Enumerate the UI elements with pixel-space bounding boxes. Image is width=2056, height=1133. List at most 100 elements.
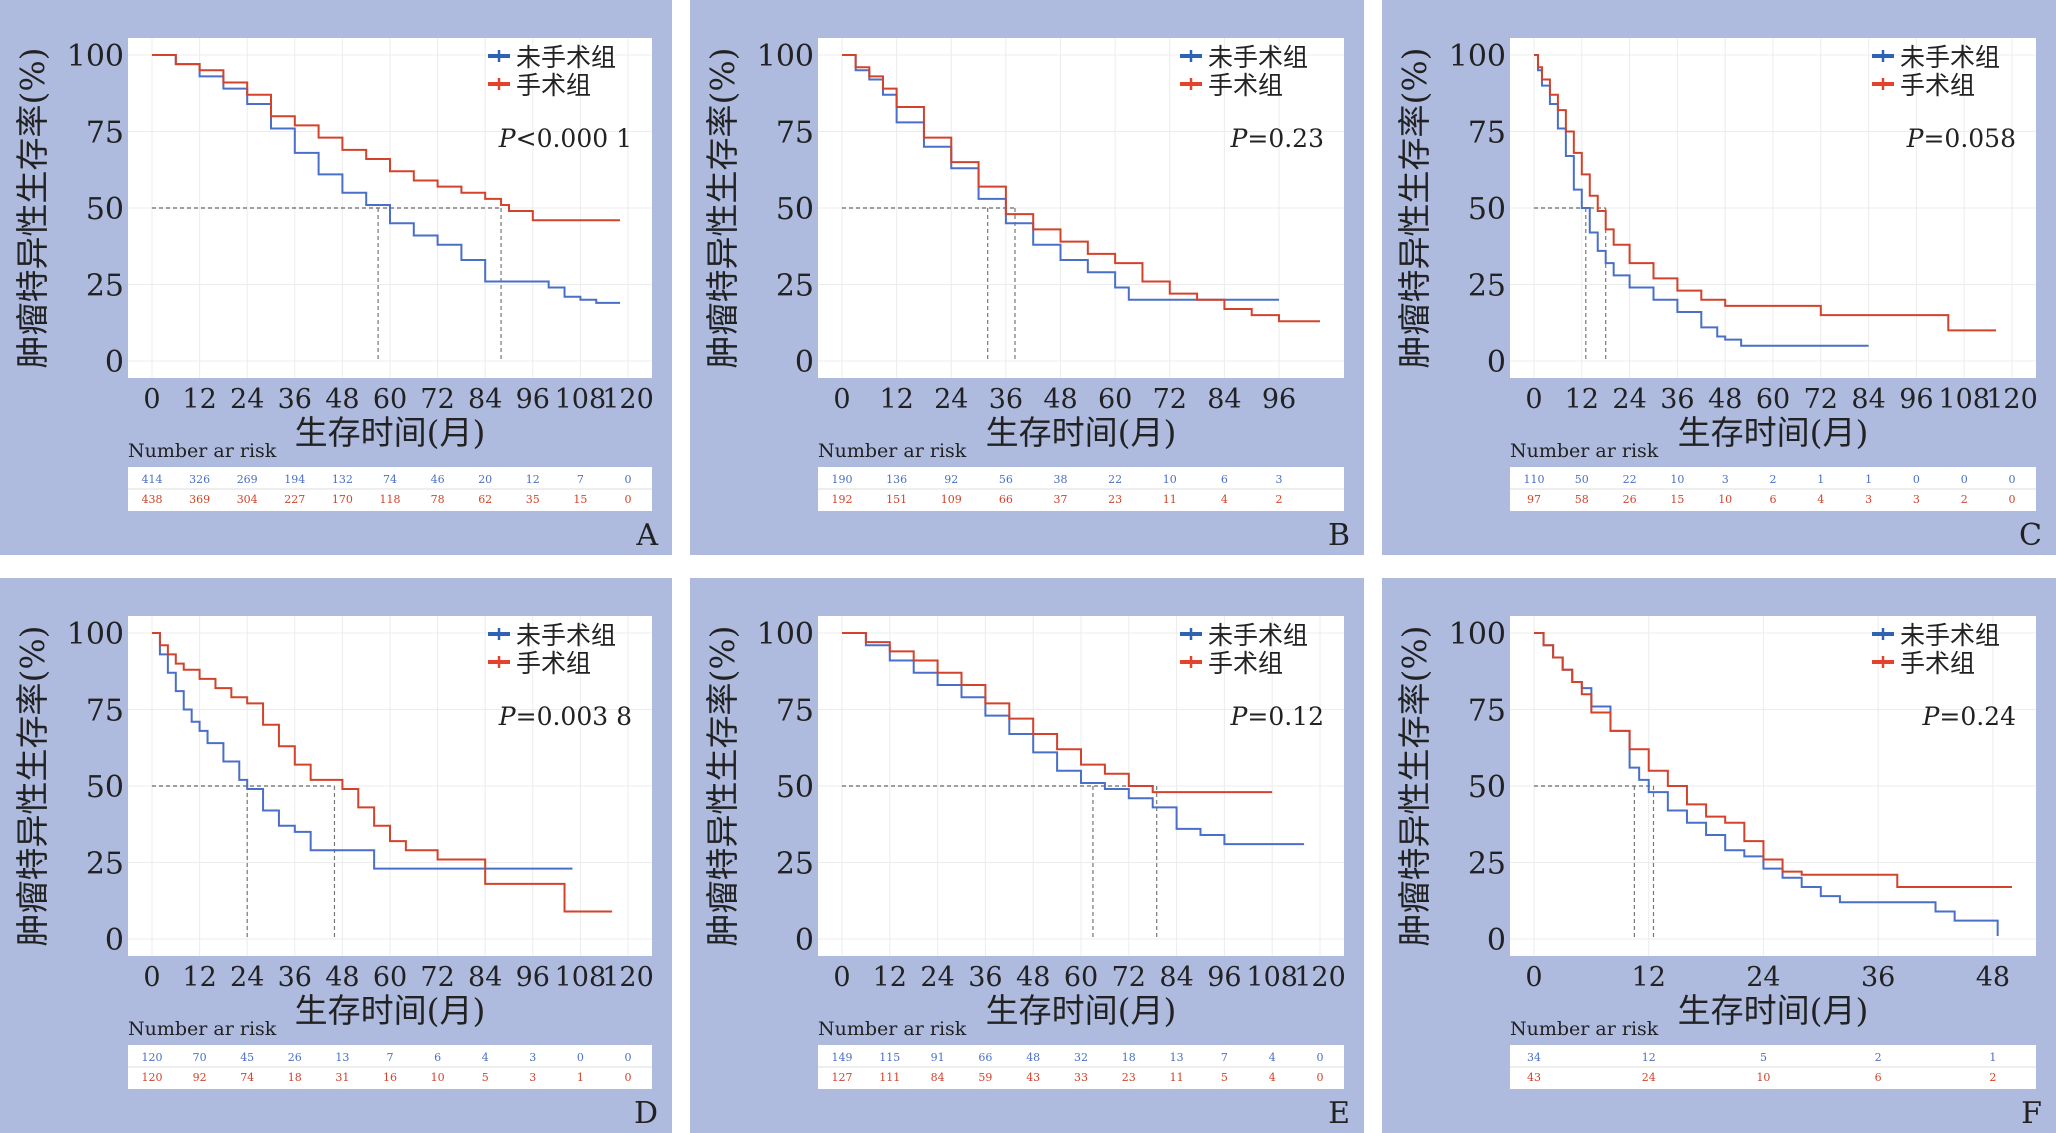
risk-table-cell: 11 (1170, 1071, 1184, 1084)
x-tick-label: 96 (516, 962, 550, 993)
y-tick-label: 100 (757, 39, 814, 74)
y-tick-label: 25 (1468, 269, 1506, 304)
risk-table-cell: 304 (237, 493, 258, 506)
legend-label: 未手术组 (1900, 621, 2000, 650)
y-tick-label: 100 (67, 39, 124, 74)
risk-table-cell: 74 (240, 1071, 254, 1084)
risk-table-cell: 1 (577, 1071, 584, 1084)
risk-table-cell: 3 (1276, 473, 1283, 486)
risk-table-cell: 66 (999, 493, 1013, 506)
x-tick-label: 60 (1064, 962, 1098, 993)
risk-table-cell: 74 (383, 473, 397, 486)
risk-table-cell: 7 (577, 473, 584, 486)
x-tick-label: 84 (1851, 384, 1885, 415)
y-tick-label: 50 (1468, 770, 1506, 805)
panel-letter: C (2019, 518, 2042, 553)
x-tick-label: 96 (1899, 384, 1933, 415)
x-tick-label: 36 (1660, 384, 1694, 415)
series-line-surgery (152, 54, 621, 222)
series-line-nonsurgery (152, 54, 621, 304)
risk-table-cell: 1 (1865, 473, 1872, 486)
y-tick-label: 0 (1487, 923, 1506, 958)
panel-letter: A (635, 518, 658, 553)
x-tick-label: 108 (1246, 962, 1298, 993)
x-tick-label: 48 (1976, 962, 2010, 993)
legend-label: 未手术组 (1900, 43, 2000, 72)
panel-letter: B (1328, 518, 1350, 553)
risk-table-cell: 0 (2009, 473, 2016, 486)
p-value: P<0.000 1 (498, 124, 632, 153)
risk-table-cell: 438 (142, 493, 163, 506)
x-tick-label: 24 (1746, 962, 1780, 993)
risk-table-cell: 7 (1221, 1051, 1228, 1064)
risk-table-cell: 2 (1961, 493, 1968, 506)
p-value: P=0.058 (1906, 124, 2016, 153)
risk-table-cell: 110 (1524, 473, 1545, 486)
p-value: P=0.12 (1230, 702, 1324, 731)
series-line-surgery (842, 54, 1320, 323)
x-tick-label: 120 (602, 962, 654, 993)
risk-table-cell: 92 (944, 473, 958, 486)
risk-table-cell: 10 (1756, 1071, 1770, 1084)
x-tick-label: 0 (833, 384, 850, 415)
x-tick-label: 60 (373, 384, 407, 415)
risk-table-cell: 78 (431, 493, 445, 506)
y-tick-label: 100 (1449, 39, 1506, 74)
x-tick-label: 24 (1612, 384, 1646, 415)
x-tick-label: 36 (968, 962, 1002, 993)
risk-table-cell: 33 (1074, 1071, 1088, 1084)
risk-table-cell: 23 (1122, 1071, 1136, 1084)
risk-table-cell: 3 (529, 1051, 536, 1064)
series-line-surgery (842, 632, 1273, 794)
x-tick-label: 84 (468, 384, 502, 415)
x-tick-label: 12 (1565, 384, 1599, 415)
p-value: P=0.23 (1230, 124, 1324, 153)
risk-table-cell: 0 (1317, 1051, 1324, 1064)
risk-table-cell: 26 (1623, 493, 1637, 506)
y-tick-label: 25 (776, 847, 814, 882)
risk-table-cell: 2 (1989, 1071, 1996, 1084)
risk-table-cell: 0 (1317, 1071, 1324, 1084)
legend-label: 手术组 (516, 649, 591, 678)
x-axis-label: 生存时间(月) (1678, 991, 1869, 1030)
risk-table-cell: 6 (1770, 493, 1777, 506)
risk-table-cell: 0 (2009, 493, 2016, 506)
risk-table-cell: 120 (142, 1051, 163, 1064)
risk-table-cell: 3 (1722, 473, 1729, 486)
risk-table-cell: 0 (1913, 473, 1920, 486)
risk-table-cell: 0 (625, 1051, 632, 1064)
x-tick-label: 12 (182, 962, 216, 993)
risk-table-cell: 13 (1170, 1051, 1184, 1064)
x-tick-label: 48 (1708, 384, 1742, 415)
x-tick-label: 36 (278, 384, 312, 415)
risk-table-title: Number ar risk (1510, 1018, 1659, 1040)
x-tick-label: 72 (420, 962, 454, 993)
x-tick-label: 24 (920, 962, 954, 993)
series-line-nonsurgery (842, 632, 1305, 846)
x-tick-label: 84 (1159, 962, 1193, 993)
risk-table-cell: 109 (941, 493, 962, 506)
x-tick-label: 48 (1016, 962, 1050, 993)
risk-table-cell: 170 (332, 493, 353, 506)
risk-table-cell: 6 (1875, 1071, 1882, 1084)
risk-table-cell: 18 (1122, 1051, 1136, 1064)
x-tick-label: 0 (1525, 962, 1542, 993)
risk-table-cell: 62 (478, 493, 492, 506)
risk-table-cell: 5 (1760, 1051, 1767, 1064)
y-tick-label: 0 (1487, 345, 1506, 380)
y-tick-label: 50 (86, 192, 124, 227)
risk-table-cell: 127 (832, 1071, 853, 1084)
x-tick-label: 60 (1098, 384, 1132, 415)
risk-table-cell: 4 (1817, 493, 1824, 506)
risk-table-cell: 0 (625, 493, 632, 506)
x-tick-label: 36 (278, 962, 312, 993)
risk-table-cell: 12 (1642, 1051, 1656, 1064)
risk-table-cell: 151 (886, 493, 907, 506)
risk-table-cell: 111 (879, 1071, 900, 1084)
risk-table-cell: 4 (482, 1051, 489, 1064)
risk-table-cell: 26 (288, 1051, 302, 1064)
risk-table-cell: 369 (189, 493, 210, 506)
y-axis-label: 肿瘤特异性生存率(%) (1395, 625, 1434, 946)
